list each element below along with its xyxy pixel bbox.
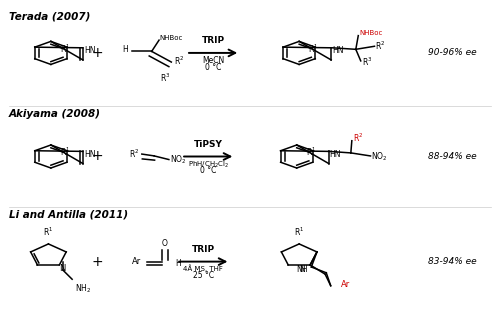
Text: NH$_2$: NH$_2$ bbox=[74, 282, 91, 295]
Text: PhH/CH$_2$Cl$_2$: PhH/CH$_2$Cl$_2$ bbox=[188, 160, 229, 170]
Text: R$^3$: R$^3$ bbox=[160, 72, 170, 84]
Text: R$^1$: R$^1$ bbox=[44, 226, 54, 238]
Text: R$^2$: R$^2$ bbox=[353, 132, 363, 145]
Text: R$^2$: R$^2$ bbox=[174, 54, 184, 67]
Text: Ar: Ar bbox=[340, 280, 350, 289]
Text: +: + bbox=[92, 46, 104, 60]
Text: 90-96% ee: 90-96% ee bbox=[428, 49, 476, 57]
Text: R$^3$: R$^3$ bbox=[362, 56, 372, 68]
Text: Terada (2007): Terada (2007) bbox=[9, 12, 90, 22]
Text: NH: NH bbox=[296, 265, 308, 275]
Text: 25 °C: 25 °C bbox=[192, 271, 214, 280]
Text: MeCN: MeCN bbox=[202, 56, 224, 65]
Text: NO$_2$: NO$_2$ bbox=[170, 154, 187, 167]
Text: R$^1$: R$^1$ bbox=[306, 146, 316, 158]
Text: TRIP: TRIP bbox=[202, 36, 224, 45]
Text: TRIP: TRIP bbox=[192, 245, 215, 254]
Text: 4Å MS, THF: 4Å MS, THF bbox=[184, 265, 223, 272]
Text: N: N bbox=[60, 264, 66, 273]
Text: NHBoc: NHBoc bbox=[359, 30, 382, 37]
Text: Ar: Ar bbox=[132, 257, 141, 266]
Text: Li and Antilla (2011): Li and Antilla (2011) bbox=[9, 210, 128, 220]
Text: 0 °C: 0 °C bbox=[200, 166, 216, 175]
Text: HN: HN bbox=[84, 46, 96, 55]
Text: R$^1$: R$^1$ bbox=[60, 146, 70, 158]
Text: 83-94% ee: 83-94% ee bbox=[428, 257, 476, 266]
Text: 88-94% ee: 88-94% ee bbox=[428, 152, 476, 161]
Text: R$^1$: R$^1$ bbox=[60, 43, 70, 55]
Text: N: N bbox=[300, 265, 305, 274]
Text: HN: HN bbox=[332, 46, 344, 55]
Text: O: O bbox=[162, 239, 168, 248]
Text: HN: HN bbox=[330, 150, 341, 159]
Text: R$^2$: R$^2$ bbox=[376, 40, 386, 53]
Text: TiPSY: TiPSY bbox=[194, 140, 222, 149]
Text: Akiyama (2008): Akiyama (2008) bbox=[9, 109, 101, 119]
Text: NHBoc: NHBoc bbox=[159, 35, 182, 41]
Text: H: H bbox=[122, 45, 128, 54]
Text: R$^1$: R$^1$ bbox=[294, 226, 304, 238]
Text: +: + bbox=[92, 150, 104, 163]
Text: 0 °C: 0 °C bbox=[205, 63, 222, 72]
Text: +: + bbox=[92, 254, 104, 269]
Text: H: H bbox=[176, 259, 181, 268]
Text: HN: HN bbox=[84, 150, 96, 159]
Text: R$^2$: R$^2$ bbox=[129, 147, 140, 160]
Text: R$^1$: R$^1$ bbox=[308, 43, 318, 55]
Text: NO$_2$: NO$_2$ bbox=[372, 150, 388, 163]
